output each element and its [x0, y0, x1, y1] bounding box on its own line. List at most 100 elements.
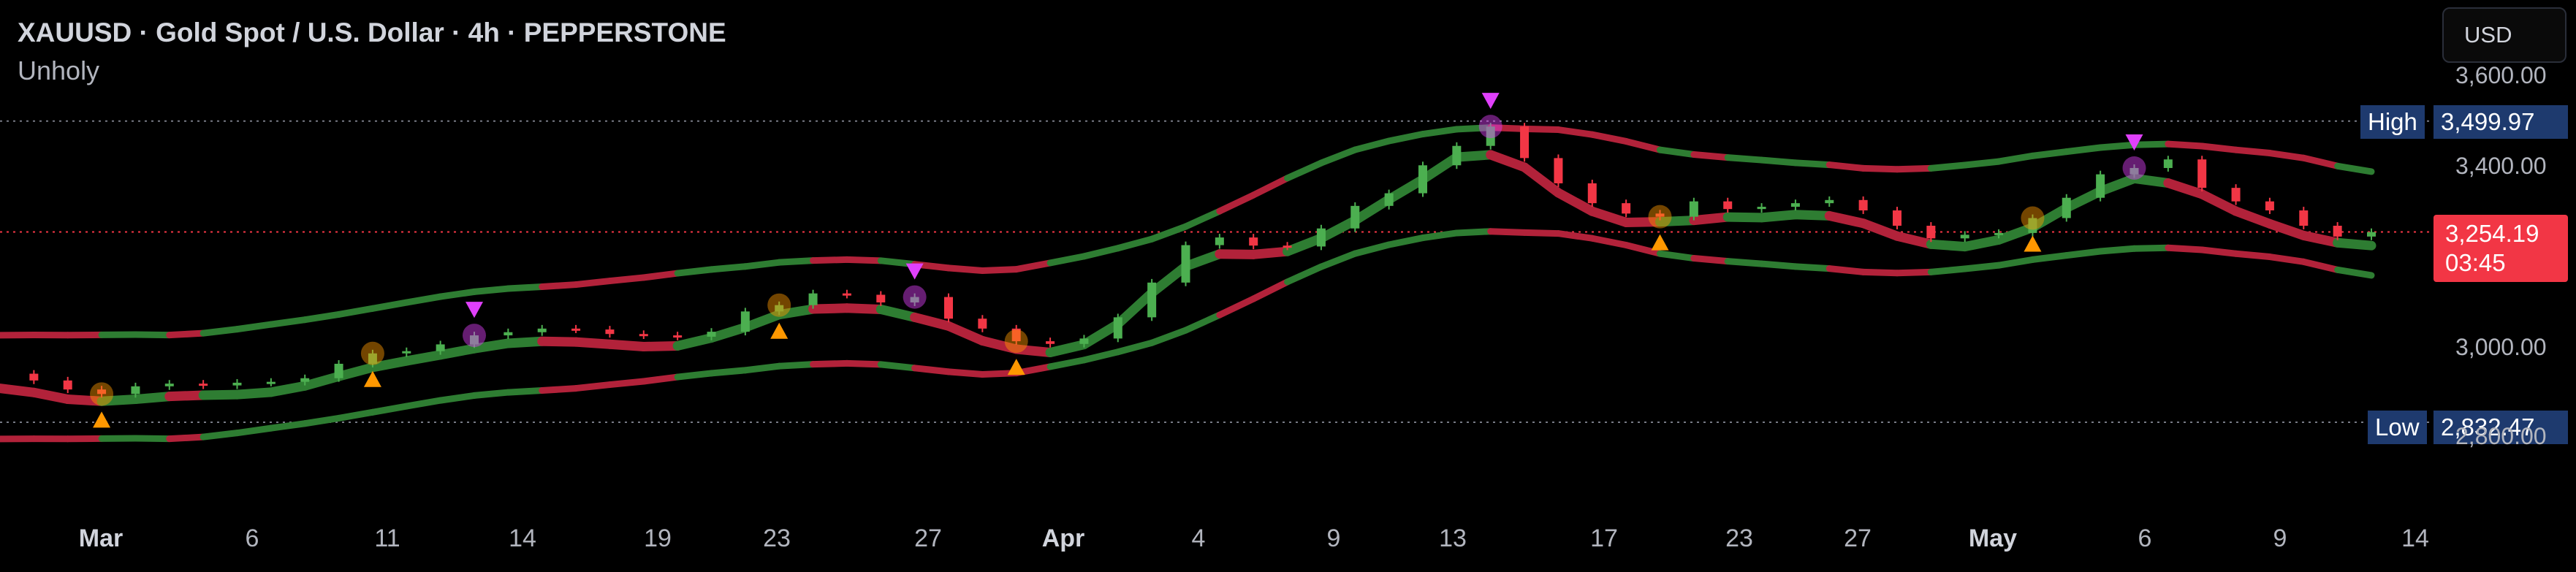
- trail-band-segment: [63, 394, 107, 406]
- trail-band-segment: [198, 389, 242, 400]
- candle-body: [1079, 338, 1089, 344]
- lower-band-segment: [1114, 339, 1155, 356]
- trail-band-segment: [1350, 194, 1394, 226]
- candle-body: [402, 351, 411, 354]
- trail-band-segment: [2333, 237, 2376, 251]
- lower-band-segment: [2334, 266, 2375, 279]
- upper-band-segment: [471, 285, 512, 295]
- upper-band-segment: [1792, 159, 1833, 169]
- upper-band-segment: [742, 259, 783, 270]
- buy-signal-halo: [1004, 329, 1028, 354]
- x-tick-label: 14: [2401, 525, 2429, 552]
- high-label: High: [2360, 105, 2425, 139]
- trail-band-segment: [774, 304, 818, 320]
- trail-band-segment: [1757, 210, 1801, 223]
- upper-band-segment: [2233, 146, 2273, 157]
- candle-body: [29, 373, 39, 381]
- trail-band-segment: [1689, 212, 1733, 226]
- x-tick-label: 23: [1725, 525, 1753, 552]
- candle-body: [334, 363, 343, 378]
- upper-band-segment: [1114, 235, 1155, 252]
- upper-band-segment: [1758, 156, 1799, 167]
- candle-body: [673, 335, 683, 338]
- trail-band-segment: [1113, 288, 1157, 329]
- last-price-tag: 3,254.19 03:45: [2433, 215, 2568, 282]
- lower-band-segment: [572, 381, 613, 392]
- trail-band-segment: [1011, 344, 1055, 358]
- upper-band-segment: [1386, 131, 1426, 145]
- trail-band-segment: [29, 387, 73, 405]
- upper-band-segment: [1961, 158, 2002, 169]
- sell-arrow-icon: [2125, 134, 2143, 150]
- upper-band-segment: [234, 321, 275, 333]
- upper-band-segment: [2029, 148, 2070, 159]
- trail-band-segment: [1519, 162, 1563, 198]
- bar-countdown: 03:45: [2445, 249, 2506, 276]
- upper-band-segment: [1182, 207, 1223, 230]
- upper-band-segment: [1825, 161, 1867, 172]
- upper-band-segment: [775, 257, 817, 266]
- sell-signal-halo: [1478, 115, 1502, 139]
- lower-band-segment: [1927, 265, 1969, 275]
- x-tick-label: 9: [1326, 525, 1341, 552]
- upper-band-segment: [1148, 223, 1189, 243]
- trail-band-segment: [436, 343, 479, 360]
- candle-body: [1723, 201, 1733, 210]
- trail-band-segment: [2231, 206, 2275, 229]
- trail-band-segment: [2163, 178, 2207, 199]
- trail-band-segment: [0, 384, 39, 397]
- trail-band-segment: [1824, 210, 1869, 229]
- candle-body: [97, 389, 107, 394]
- last-price-value: 3,254.19: [2445, 220, 2539, 247]
- x-tick-label: 6: [245, 525, 259, 552]
- trail-band-segment: [1248, 246, 1293, 259]
- lower-band-segment: [2300, 258, 2341, 273]
- upper-band-segment: [2266, 150, 2307, 161]
- trail-band-segment: [1926, 239, 1970, 252]
- lower-band-segment: [1080, 348, 1122, 364]
- sell-arrow-icon: [466, 302, 483, 319]
- upper-band-segment: [2300, 154, 2341, 169]
- upper-band-segment: [1690, 151, 1731, 161]
- trail-band-segment: [1181, 249, 1225, 272]
- symbol-title[interactable]: XAUUSD · Gold Spot / U.S. Dollar · 4h · …: [18, 18, 726, 47]
- trail-band-segment: [1418, 152, 1462, 185]
- lower-band-segment: [945, 368, 986, 378]
- trail-band-segment: [740, 310, 784, 332]
- candle-body: [164, 384, 174, 386]
- upper-band-segment: [572, 278, 613, 289]
- lower-band-segment: [1148, 327, 1189, 346]
- candle-body: [639, 334, 648, 337]
- candle-body: [1283, 245, 1292, 248]
- buy-signal-halo: [90, 382, 114, 406]
- trail-band-segment: [2062, 186, 2105, 213]
- lower-band-segment: [132, 435, 173, 443]
- lower-band-segment: [2029, 252, 2070, 263]
- lower-band-segment: [1690, 255, 1731, 265]
- lower-band-segment: [640, 373, 681, 385]
- x-tick-label: 27: [1844, 525, 1872, 552]
- candle-body: [707, 332, 716, 337]
- trail-band-segment: [1079, 319, 1123, 350]
- lower-band-segment: [335, 408, 376, 422]
- lower-band-segment: [1250, 278, 1291, 302]
- candle-body: [775, 305, 784, 312]
- candle-body: [1350, 205, 1360, 229]
- candle-body: [1384, 193, 1394, 206]
- x-tick-label: 11: [374, 525, 400, 552]
- lower-band-segment: [674, 370, 715, 381]
- trail-band-segment: [1486, 150, 1530, 172]
- trail-band-segment: [537, 336, 581, 347]
- indicator-name[interactable]: Unholy: [18, 56, 100, 85]
- trail-band-segment: [604, 339, 649, 351]
- candle-body: [368, 353, 377, 364]
- trail-band-segment: [1892, 231, 1936, 249]
- x-tick-label: 23: [763, 525, 791, 552]
- trail-band-segment: [977, 335, 1022, 354]
- currency-button[interactable]: USD: [2442, 7, 2566, 63]
- candle-body: [944, 297, 953, 319]
- candle-body: [2129, 167, 2139, 175]
- candle-body: [1316, 228, 1326, 247]
- buy-arrow-icon: [93, 411, 111, 428]
